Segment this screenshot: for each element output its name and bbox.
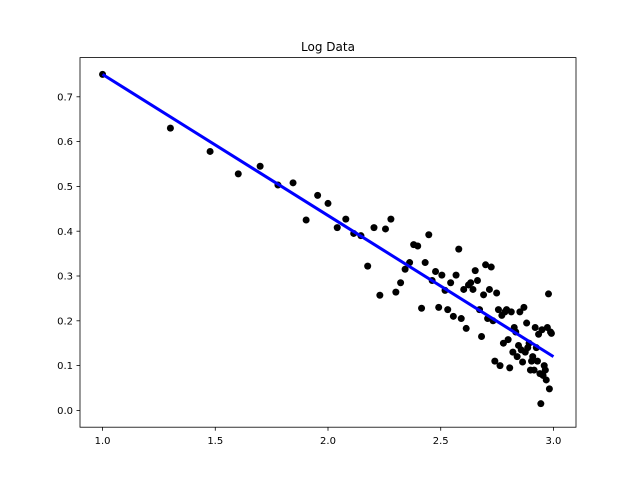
data-point [342,215,350,223]
data-point [414,242,422,250]
plot-area [80,57,576,428]
data-point [494,306,502,314]
data-point [381,225,389,233]
data-point [234,170,242,178]
data-point [547,329,555,337]
data-point [460,285,468,293]
data-point [447,279,455,287]
fit-line-layer [101,73,555,358]
data-point [438,271,446,279]
data-point [519,358,527,366]
data-point [418,304,426,312]
data-point [538,326,546,334]
data-point [370,224,378,232]
data-point [471,267,479,275]
data-point [487,263,495,271]
y-tick-label: 0.1 [57,361,73,372]
data-point [529,353,537,361]
data-point [523,319,531,327]
data-point [530,366,538,374]
data-point [449,312,457,320]
data-point [289,179,297,187]
data-point [462,324,470,332]
data-point [392,288,400,296]
y-tick-label: 0.2 [57,316,73,327]
data-point [256,162,264,170]
x-tick-label: 2.0 [320,436,336,447]
data-point [520,303,528,311]
data-point [302,216,310,224]
data-point [499,339,507,347]
x-tick-label: 2.5 [433,436,449,447]
data-point [166,124,174,132]
data-point [509,348,517,356]
y-tick-label: 0.3 [57,272,73,283]
data-point [425,231,433,239]
data-point [516,308,524,316]
data-point [469,285,477,293]
data-point [473,276,481,284]
chart-title: Log Data [301,40,355,54]
y-tick-label: 0.5 [57,182,73,193]
y-axis-ticks: 0.0 0.1 0.2 0.3 0.4 0.5 0.6 0.7 [57,92,80,417]
data-point [504,336,512,344]
x-axis-ticks: 1.0 1.5 2.0 2.5 3.0 [95,427,562,447]
data-point [452,271,460,279]
y-tick-label: 0.7 [57,92,73,103]
x-tick-label: 1.5 [207,436,223,447]
data-point [513,353,521,361]
points-layer [99,70,555,408]
data-point [397,279,405,287]
data-point [364,262,372,270]
data-point [455,245,463,253]
data-point [457,315,465,323]
data-point [482,261,490,269]
data-point [507,308,515,316]
data-point [485,285,493,293]
data-point [544,290,552,298]
data-point [467,279,475,287]
data-point [324,199,332,207]
y-tick-label: 0.0 [57,406,73,417]
data-point [541,366,549,374]
data-point [542,376,550,384]
data-point [480,291,488,299]
data-point [401,265,409,273]
fit-line [101,73,555,358]
data-point [387,215,395,223]
x-tick-label: 1.0 [95,436,111,447]
data-point [491,357,499,365]
data-point [531,324,539,332]
data-point [432,268,440,276]
data-point [537,400,545,408]
y-tick-label: 0.4 [57,227,73,238]
data-point [376,291,384,299]
data-point [206,147,214,155]
y-tick-label: 0.6 [57,137,73,148]
data-point [314,191,322,199]
data-point [545,385,553,393]
data-point [333,224,341,232]
data-point [444,306,452,314]
x-tick-label: 3.0 [546,436,562,447]
data-point [506,364,514,372]
data-point [478,332,486,340]
data-point [421,259,429,267]
data-point [496,362,504,370]
data-point [493,289,501,297]
data-point [533,357,541,365]
data-point [435,303,443,311]
